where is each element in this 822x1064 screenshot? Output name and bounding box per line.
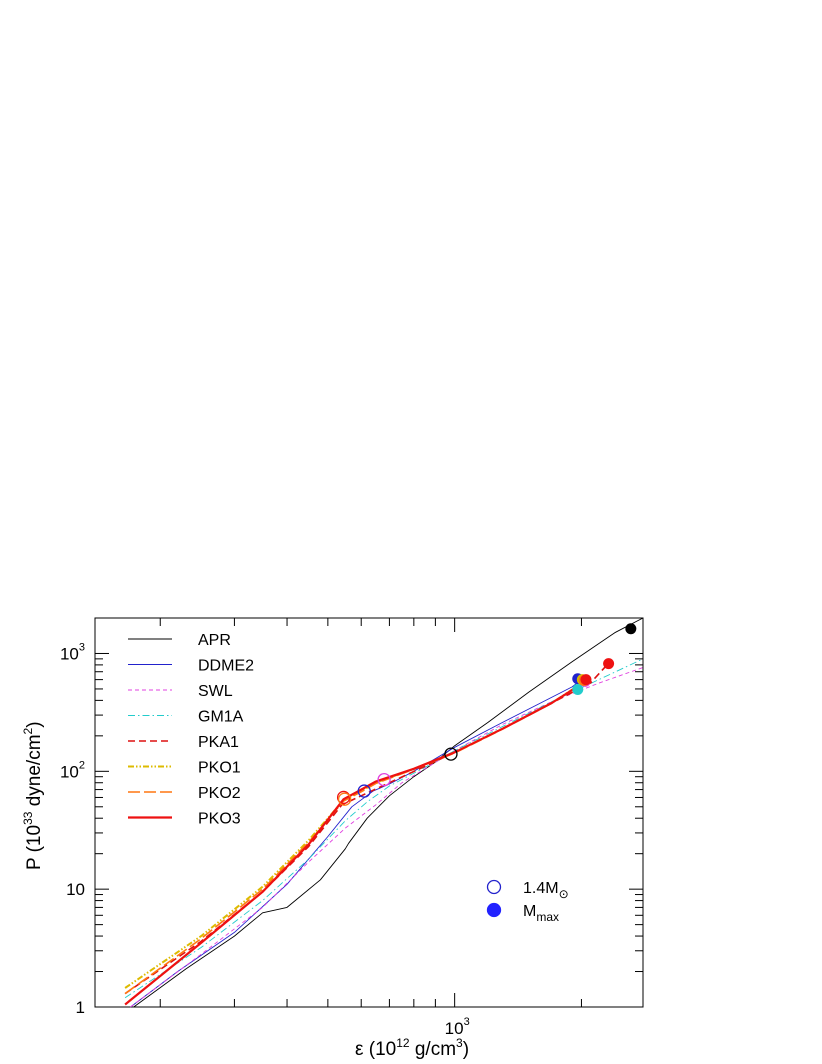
plot-frame <box>94 617 644 1008</box>
legend-label-pko1: PKO1 <box>198 760 241 777</box>
series-pko3-line <box>124 678 590 1006</box>
marker-mmax <box>580 674 592 686</box>
marker-mmax <box>572 683 584 695</box>
legend-label-gm1a: GM1A <box>198 709 244 726</box>
marker-mmax <box>625 623 637 635</box>
marker-1-4-msun <box>336 790 351 805</box>
marker-1-4-msun <box>377 772 391 787</box>
legend-label-mmax: Mmax <box>523 903 559 924</box>
legend-label-pka1: PKA1 <box>198 734 239 751</box>
marker-1-4-msun <box>444 747 458 761</box>
legend-marker-1-4-msun <box>486 879 502 895</box>
markers-layer <box>336 623 637 806</box>
legend-label-1-4-msun: 1.4M⊙ <box>523 880 569 901</box>
marker-mmax <box>603 658 615 670</box>
series-ddme2-line <box>130 679 582 1008</box>
y-tick-labels: 1 10 102 103 <box>60 641 85 1017</box>
x-axis-label: ε (1012 g/cm3) <box>355 1036 469 1060</box>
x-tick-label: 103 <box>445 1016 470 1038</box>
marker-legend: 1.4M⊙Mmax <box>486 879 569 924</box>
legend-label-pko3: PKO3 <box>198 811 241 828</box>
series-apr-line <box>133 617 644 1008</box>
legend-label-ddme2: DDME2 <box>198 658 254 675</box>
y-axis-label: P (1033 dyne/cm2) <box>21 721 45 870</box>
y-minor-ticks <box>95 617 643 1008</box>
legend-label-apr: APR <box>198 632 231 649</box>
legend-label-pko2: PKO2 <box>198 785 241 802</box>
legend: APR DDME2 SWL GM1A PKA1 PKO1 PKO2 PKO3 <box>128 632 254 828</box>
y-tick-label: 1 <box>76 998 85 1017</box>
y-tick-label: 102 <box>60 759 85 781</box>
marker-1-4-msun <box>357 784 371 798</box>
marker-1-4-msun <box>337 792 352 806</box>
y-tick-label: 103 <box>60 641 85 663</box>
x-tick-labels: 103 <box>445 1016 470 1038</box>
legend-label-swl: SWL <box>198 683 233 700</box>
y-tick-label: 10 <box>66 880 85 899</box>
legend-marker-mmax <box>486 902 502 918</box>
series-swl-line <box>130 667 644 1008</box>
x-minor-ticks <box>159 618 582 1007</box>
